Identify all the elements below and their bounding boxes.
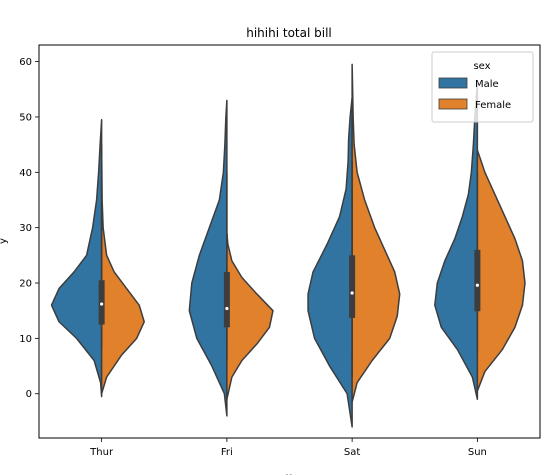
median-point-sun: [475, 283, 479, 287]
y-tick-label-0: 0: [26, 389, 32, 400]
y-axis: 0 10 20 30 40 50 60: [19, 57, 39, 400]
legend: sex Male Female: [431, 51, 534, 123]
box-iqr-sun: [474, 249, 481, 312]
y-axis-label: y: [0, 238, 9, 244]
violin-female-thur: [100, 143, 145, 395]
x-axis-label: x: [286, 472, 292, 475]
y-tick-label-10: 10: [19, 334, 32, 345]
legend-title: sex: [473, 61, 490, 72]
box-iqr-fri: [223, 271, 230, 328]
y-tick-label-20: 20: [19, 279, 32, 290]
violin-male-thur: [50, 118, 103, 398]
chart-title: hihihi total bill: [246, 26, 332, 40]
y-tick-label-50: 50: [19, 112, 32, 123]
y-tick-label-60: 60: [19, 57, 32, 68]
box-iqr-thur: [98, 280, 105, 325]
legend-entry-female: Female: [475, 100, 511, 111]
median-point-thur: [100, 302, 104, 306]
x-tick-label-sun: Sun: [468, 447, 487, 458]
median-point-fri: [225, 306, 229, 311]
violin-male-sun: [434, 83, 479, 401]
violin-female-sat: [351, 63, 401, 403]
plot-area: [50, 63, 526, 428]
box-iqr-sat: [349, 255, 356, 318]
median-point-sat: [350, 291, 354, 295]
violin-female-sun: [476, 149, 526, 392]
violin-male-sat: [307, 96, 353, 428]
x-tick-label-thur: Thur: [89, 447, 114, 458]
violin-female-fri: [226, 232, 274, 401]
legend-swatch-male: [438, 77, 468, 89]
legend-swatch-female: [438, 98, 468, 110]
legend-entry-male: Male: [475, 79, 499, 90]
y-tick-label-40: 40: [19, 168, 32, 179]
violin-male-fri: [188, 99, 228, 417]
x-tick-label-sat: Sat: [344, 447, 360, 458]
y-tick-label-30: 30: [19, 223, 32, 234]
x-tick-label-fri: Fri: [221, 447, 233, 458]
x-axis: Thur Fri Sat Sun: [89, 438, 487, 458]
plot-frame: [38, 44, 541, 439]
